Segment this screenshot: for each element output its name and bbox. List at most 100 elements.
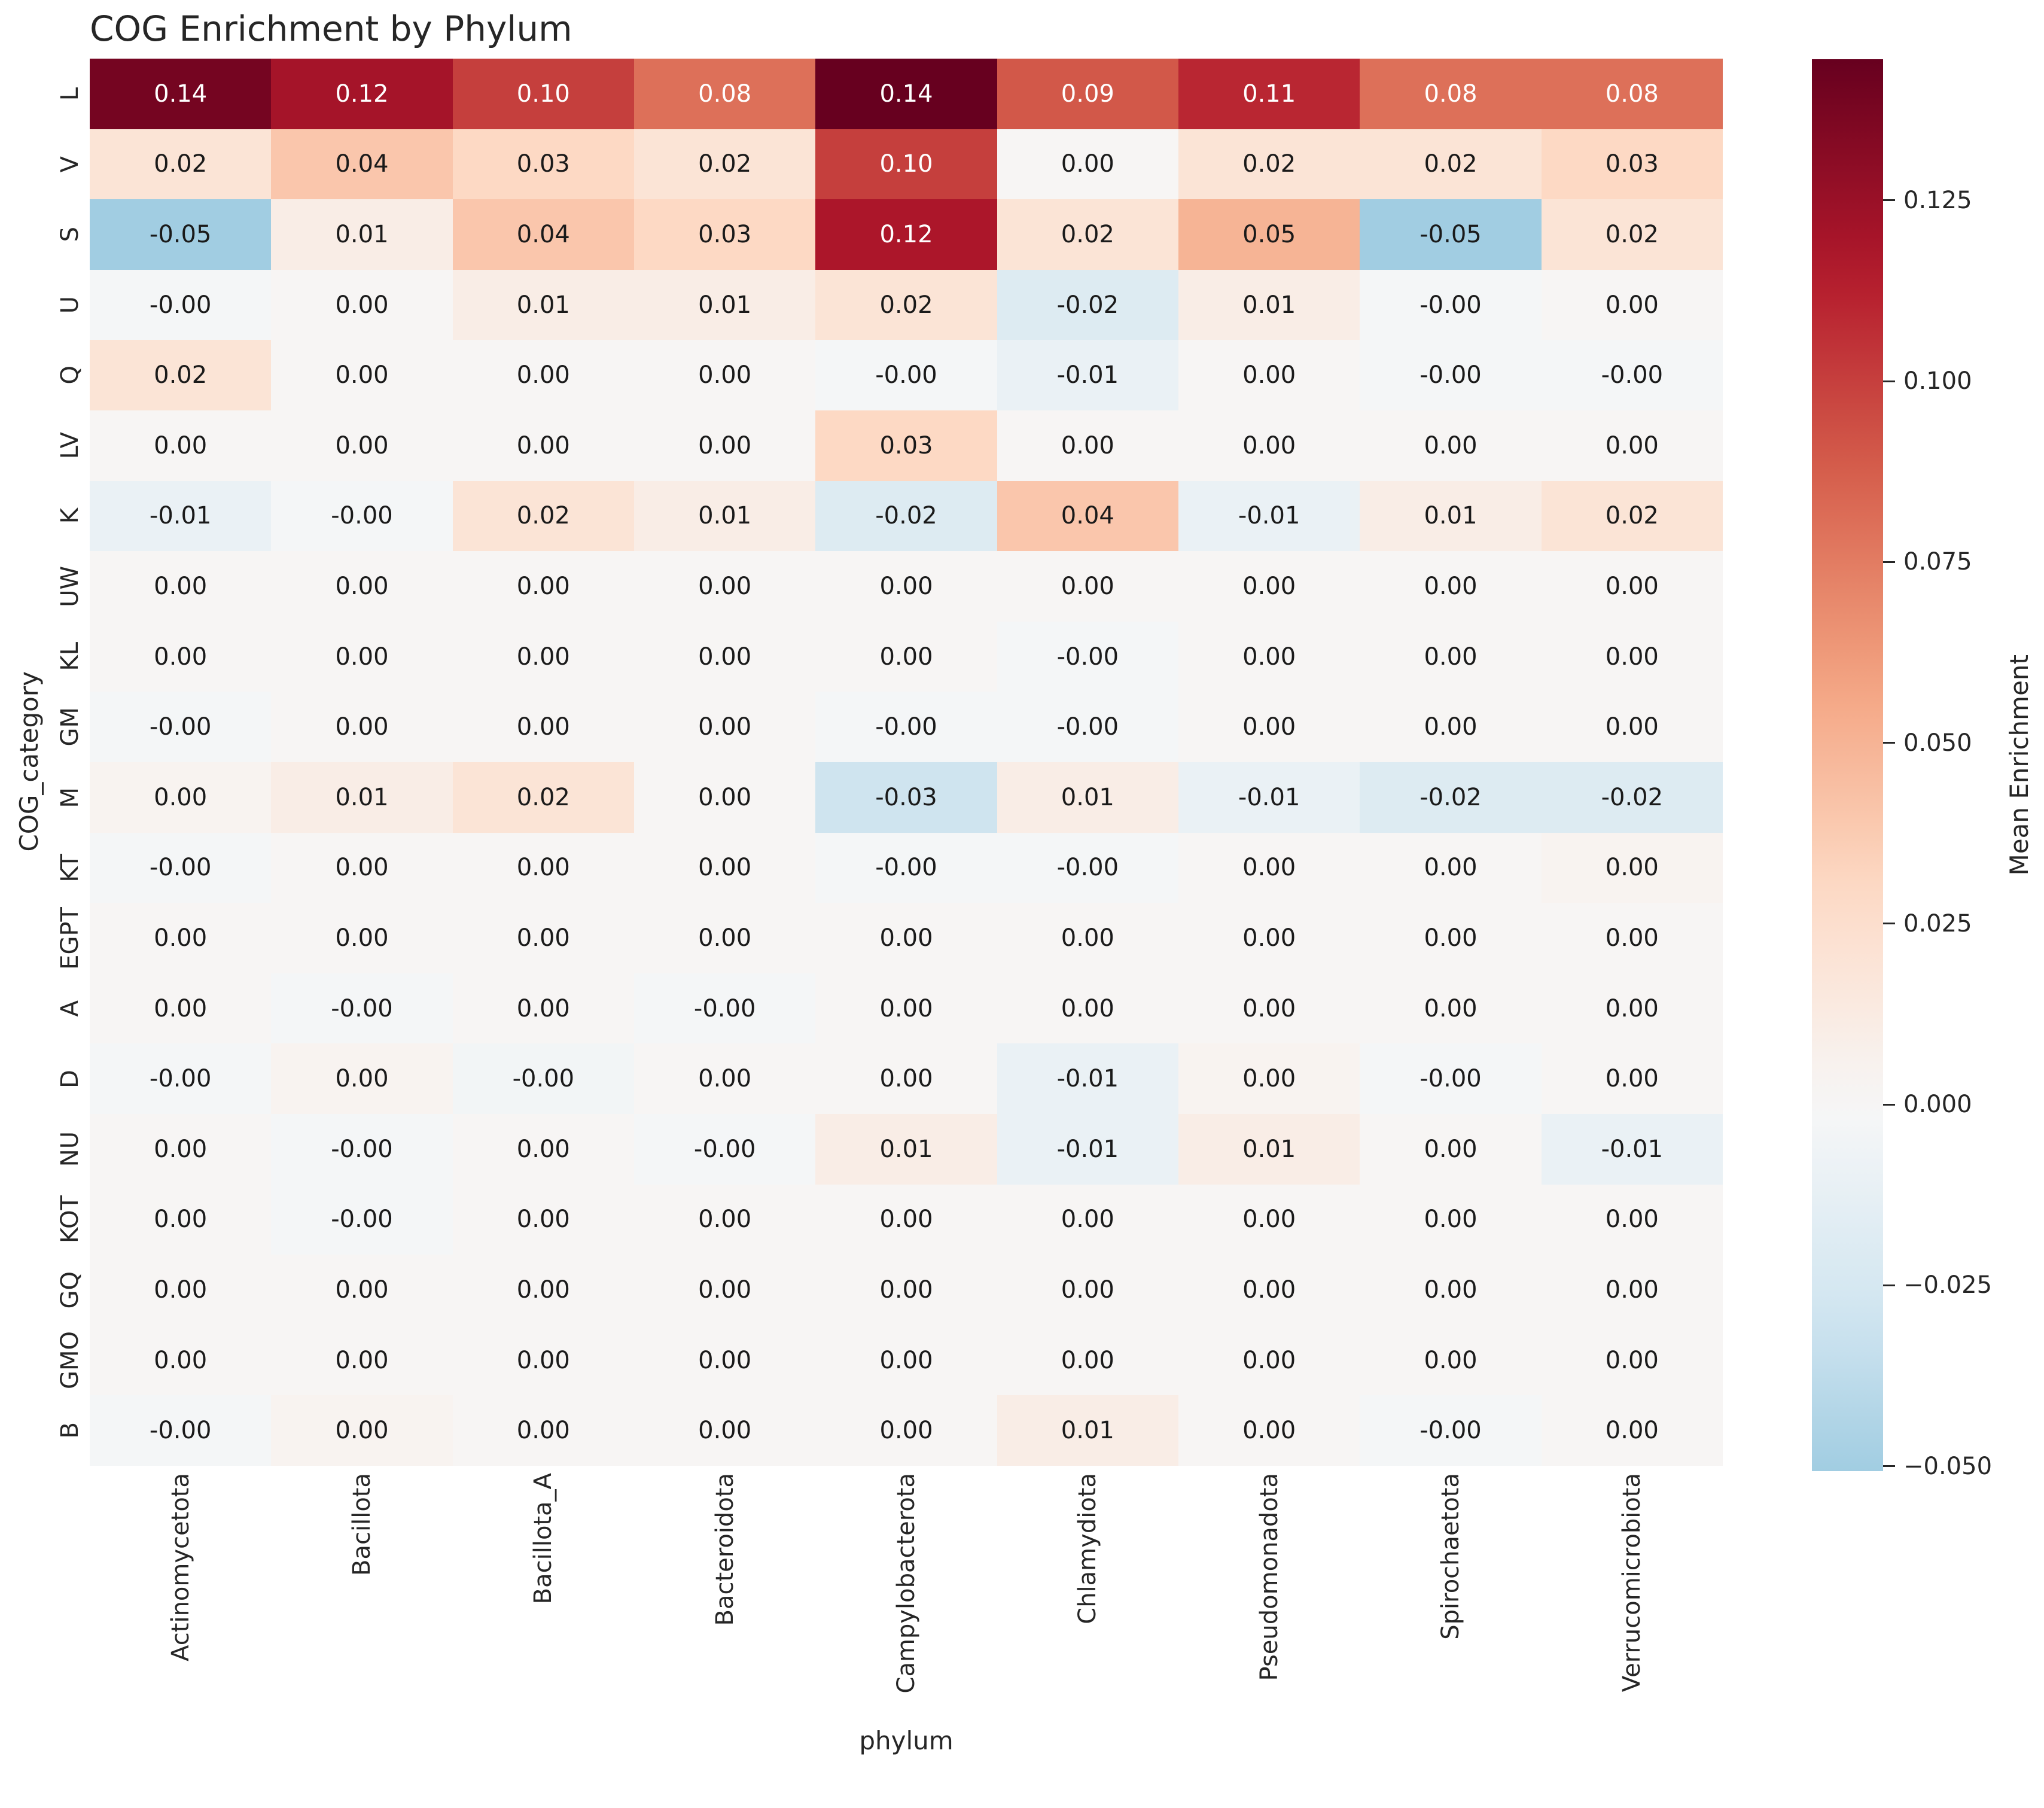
y-tick-label-text: K: [56, 508, 84, 524]
heatmap-cell: 0.00: [1360, 692, 1542, 762]
heatmap-cell: 0.00: [452, 1325, 634, 1396]
heatmap-cell: 0.00: [452, 1395, 634, 1466]
heatmap-cell: 0.00: [634, 1325, 816, 1396]
heatmap-cell: 0.02: [815, 269, 997, 340]
heatmap-cell: -0.01: [90, 480, 272, 552]
heatmap-cell: -0.05: [1360, 199, 1542, 270]
heatmap-cell: 0.00: [997, 1255, 1178, 1325]
heatmap-cell: 0.05: [1178, 199, 1360, 270]
heatmap-cell: 0.00: [1360, 973, 1542, 1044]
heatmap-cell: 0.08: [1360, 59, 1542, 129]
heatmap-cell: 0.10: [452, 59, 634, 129]
colorbar-tick: [1883, 380, 1895, 382]
x-tick-label-text: Actinomycetota: [166, 1473, 194, 1661]
heatmap-cell: 0.01: [634, 480, 816, 552]
y-tick-label: NU: [18, 1114, 84, 1185]
heatmap-cell: -0.01: [1541, 1113, 1723, 1185]
y-axis-label-text: COG_category: [14, 671, 44, 852]
heatmap-cell: -0.01: [1178, 480, 1360, 552]
heatmap-cell: -0.01: [997, 1043, 1178, 1114]
heatmap-cell: 0.00: [815, 1395, 997, 1466]
heatmap-cell: 0.04: [452, 199, 634, 270]
y-tick-label-text: KL: [56, 642, 84, 671]
heatmap-cell: 0.00: [634, 340, 816, 410]
heatmap-cell: 0.00: [90, 1113, 272, 1185]
heatmap-cell: -0.00: [815, 692, 997, 762]
colorbar-label-text: Mean Enrichment: [2004, 655, 2034, 876]
heatmap-cell: 0.00: [1541, 551, 1723, 622]
heatmap-cell: 0.00: [1360, 1113, 1542, 1185]
heatmap-cell: 0.01: [271, 199, 453, 270]
heatmap-cell: 0.00: [1360, 903, 1542, 973]
heatmap-cell: 0.01: [815, 1113, 997, 1185]
heatmap-cell: 0.00: [1178, 973, 1360, 1044]
heatmap-cell: -0.02: [997, 269, 1178, 340]
heatmap-cell: 0.00: [90, 551, 272, 622]
colorbar-tick-label: −0.050: [1903, 1452, 1993, 1480]
heatmap-cell: -0.01: [997, 1113, 1178, 1185]
colorbar-tick-label: 0.025: [1903, 909, 1972, 938]
y-tick-label-text: S: [56, 227, 84, 242]
heatmap-cell: 0.00: [1178, 692, 1360, 762]
heatmap-cell: 0.00: [997, 551, 1178, 622]
colorbar-tick: [1883, 1465, 1895, 1468]
heatmap-cell: -0.00: [997, 832, 1178, 903]
heatmap-cell: 0.00: [1178, 832, 1360, 903]
heatmap-cell: 0.00: [90, 973, 272, 1044]
x-tick-label-text: Bacteroidota: [711, 1473, 739, 1626]
y-tick-label: L: [18, 59, 84, 129]
heatmap-cell: -0.00: [271, 973, 453, 1044]
y-tick-label-text: U: [56, 296, 84, 314]
heatmap-cell: -0.02: [1541, 762, 1723, 833]
heatmap-cell: -0.00: [452, 1043, 634, 1114]
heatmap-cell: 0.02: [90, 340, 272, 410]
heatmap-cell: 0.00: [815, 551, 997, 622]
heatmap-cell: 0.01: [1178, 1113, 1360, 1185]
heatmap-cell: 0.00: [1541, 1395, 1723, 1466]
heatmap-cell: 0.00: [634, 1395, 816, 1466]
heatmap-cell: 0.00: [815, 973, 997, 1044]
heatmap-cell: 0.01: [997, 762, 1178, 833]
heatmap-cell: 0.00: [1360, 1255, 1542, 1325]
heatmap-cell: 0.09: [997, 59, 1178, 129]
heatmap-cell: 0.00: [815, 1325, 997, 1396]
colorbar-tick: [1883, 923, 1895, 925]
heatmap-cell: 0.10: [815, 129, 997, 200]
heatmap-cell: 0.08: [634, 59, 816, 129]
y-axis-label: COG_category: [11, 522, 47, 1001]
heatmap-cell: 0.00: [634, 762, 816, 833]
heatmap-cell: 0.00: [1178, 551, 1360, 622]
heatmap-cell: 0.00: [1178, 1395, 1360, 1466]
heatmap-cell: 0.00: [634, 551, 816, 622]
heatmap-cell: 0.00: [1541, 410, 1723, 481]
heatmap-cell: 0.04: [997, 480, 1178, 552]
y-tick-label-text: L: [56, 87, 84, 101]
heatmap-cell: 0.00: [1360, 621, 1542, 692]
heatmap-cell: 0.00: [1178, 340, 1360, 410]
heatmap-cell: -0.00: [634, 1113, 816, 1185]
heatmap-cell: 0.00: [1178, 410, 1360, 481]
heatmap-cell: -0.01: [997, 340, 1178, 410]
heatmap-cell: 0.03: [452, 129, 634, 200]
colorbar-tick: [1883, 561, 1895, 563]
heatmap-cell: 0.00: [90, 1255, 272, 1325]
heatmap-cell: 0.00: [1360, 410, 1542, 481]
x-tick-label-text: Chlamydiota: [1074, 1473, 1102, 1624]
heatmap-cell: 0.00: [634, 621, 816, 692]
colorbar-tick-label: 0.075: [1903, 548, 1972, 576]
chart-title: COG Enrichment by Phylum: [90, 8, 572, 49]
heatmap-cell: 0.00: [90, 410, 272, 481]
heatmap-cell: 0.00: [997, 1184, 1178, 1255]
heatmap-cell: 0.00: [634, 1184, 816, 1255]
heatmap-cell: 0.08: [1541, 59, 1723, 129]
heatmap-cell: 0.00: [997, 903, 1178, 973]
heatmap-cell: -0.00: [815, 832, 997, 903]
y-tick-label: GQ: [18, 1255, 84, 1325]
heatmap-cell: -0.01: [1178, 762, 1360, 833]
heatmap-cell: 0.00: [1541, 832, 1723, 903]
heatmap-cell: 0.00: [1178, 1184, 1360, 1255]
heatmap-cell: -0.00: [90, 1395, 272, 1466]
heatmap-cell: 0.00: [1178, 903, 1360, 973]
heatmap-cell: 0.01: [1178, 269, 1360, 340]
heatmap-cell: -0.00: [1360, 269, 1542, 340]
